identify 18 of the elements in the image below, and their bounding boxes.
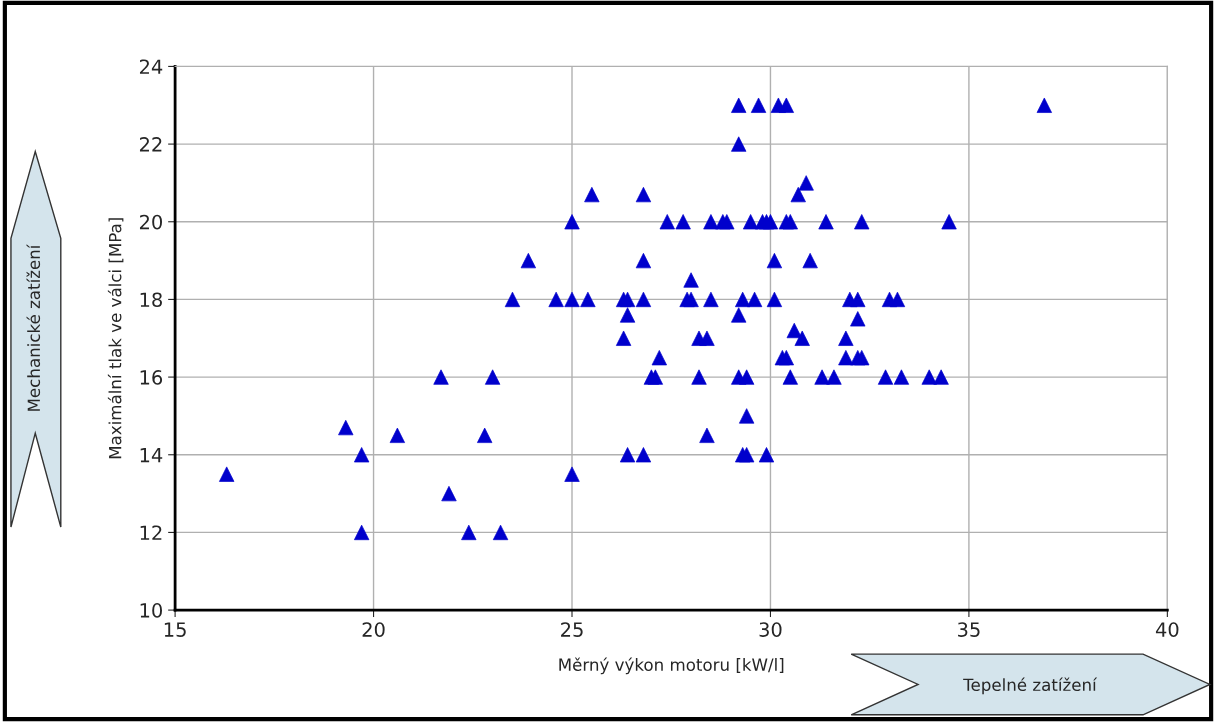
x-tick-label: 30 [759,622,782,637]
y-tick-label: 16 [140,370,163,385]
x-tick-label: 20 [362,622,385,637]
y-tick-label: 18 [140,292,162,308]
x-tick-label: 25 [561,622,583,637]
y-tick-label: 24 [139,59,163,74]
y-tick-label: 14 [140,447,163,463]
y-axis-title: Maximální tlak ve válci [MPa] [107,218,124,459]
y-tick-label: 22 [139,137,162,152]
x-tick-label: 35 [958,622,980,637]
y-tick-label: 10 [140,603,163,618]
x-tick-label: 15 [164,622,186,637]
y-tick-label: 12 [140,525,162,540]
y-tick-label: 20 [139,214,163,230]
text: Mechanické zatížení [26,244,41,411]
text: Tepelné zatížení [963,677,1098,695]
x-tick-label: 40 [1155,622,1179,637]
x-axis-title: Měrný výkon motoru [kW/l] [559,657,784,675]
